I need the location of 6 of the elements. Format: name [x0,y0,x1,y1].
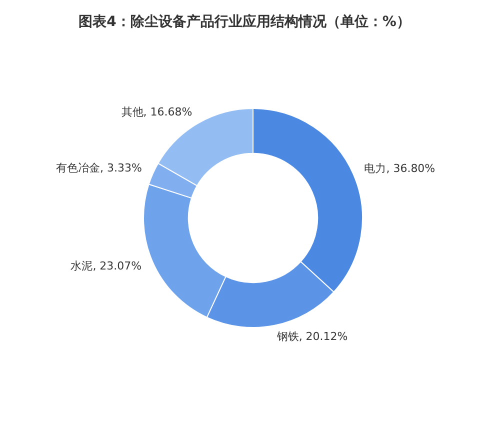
slice-label: 其他, 16.68% [121,106,192,119]
slice-label: 电力, 36.80% [364,162,436,175]
slice-label: 有色冶金, 3.33% [56,162,142,175]
slice-label: 水泥, 23.07% [70,259,142,272]
slice-label: 钢铁, 20.12% [276,330,348,343]
chart-title: 图表4：除尘设备产品行业应用结构情况（单位：%） [78,12,412,32]
